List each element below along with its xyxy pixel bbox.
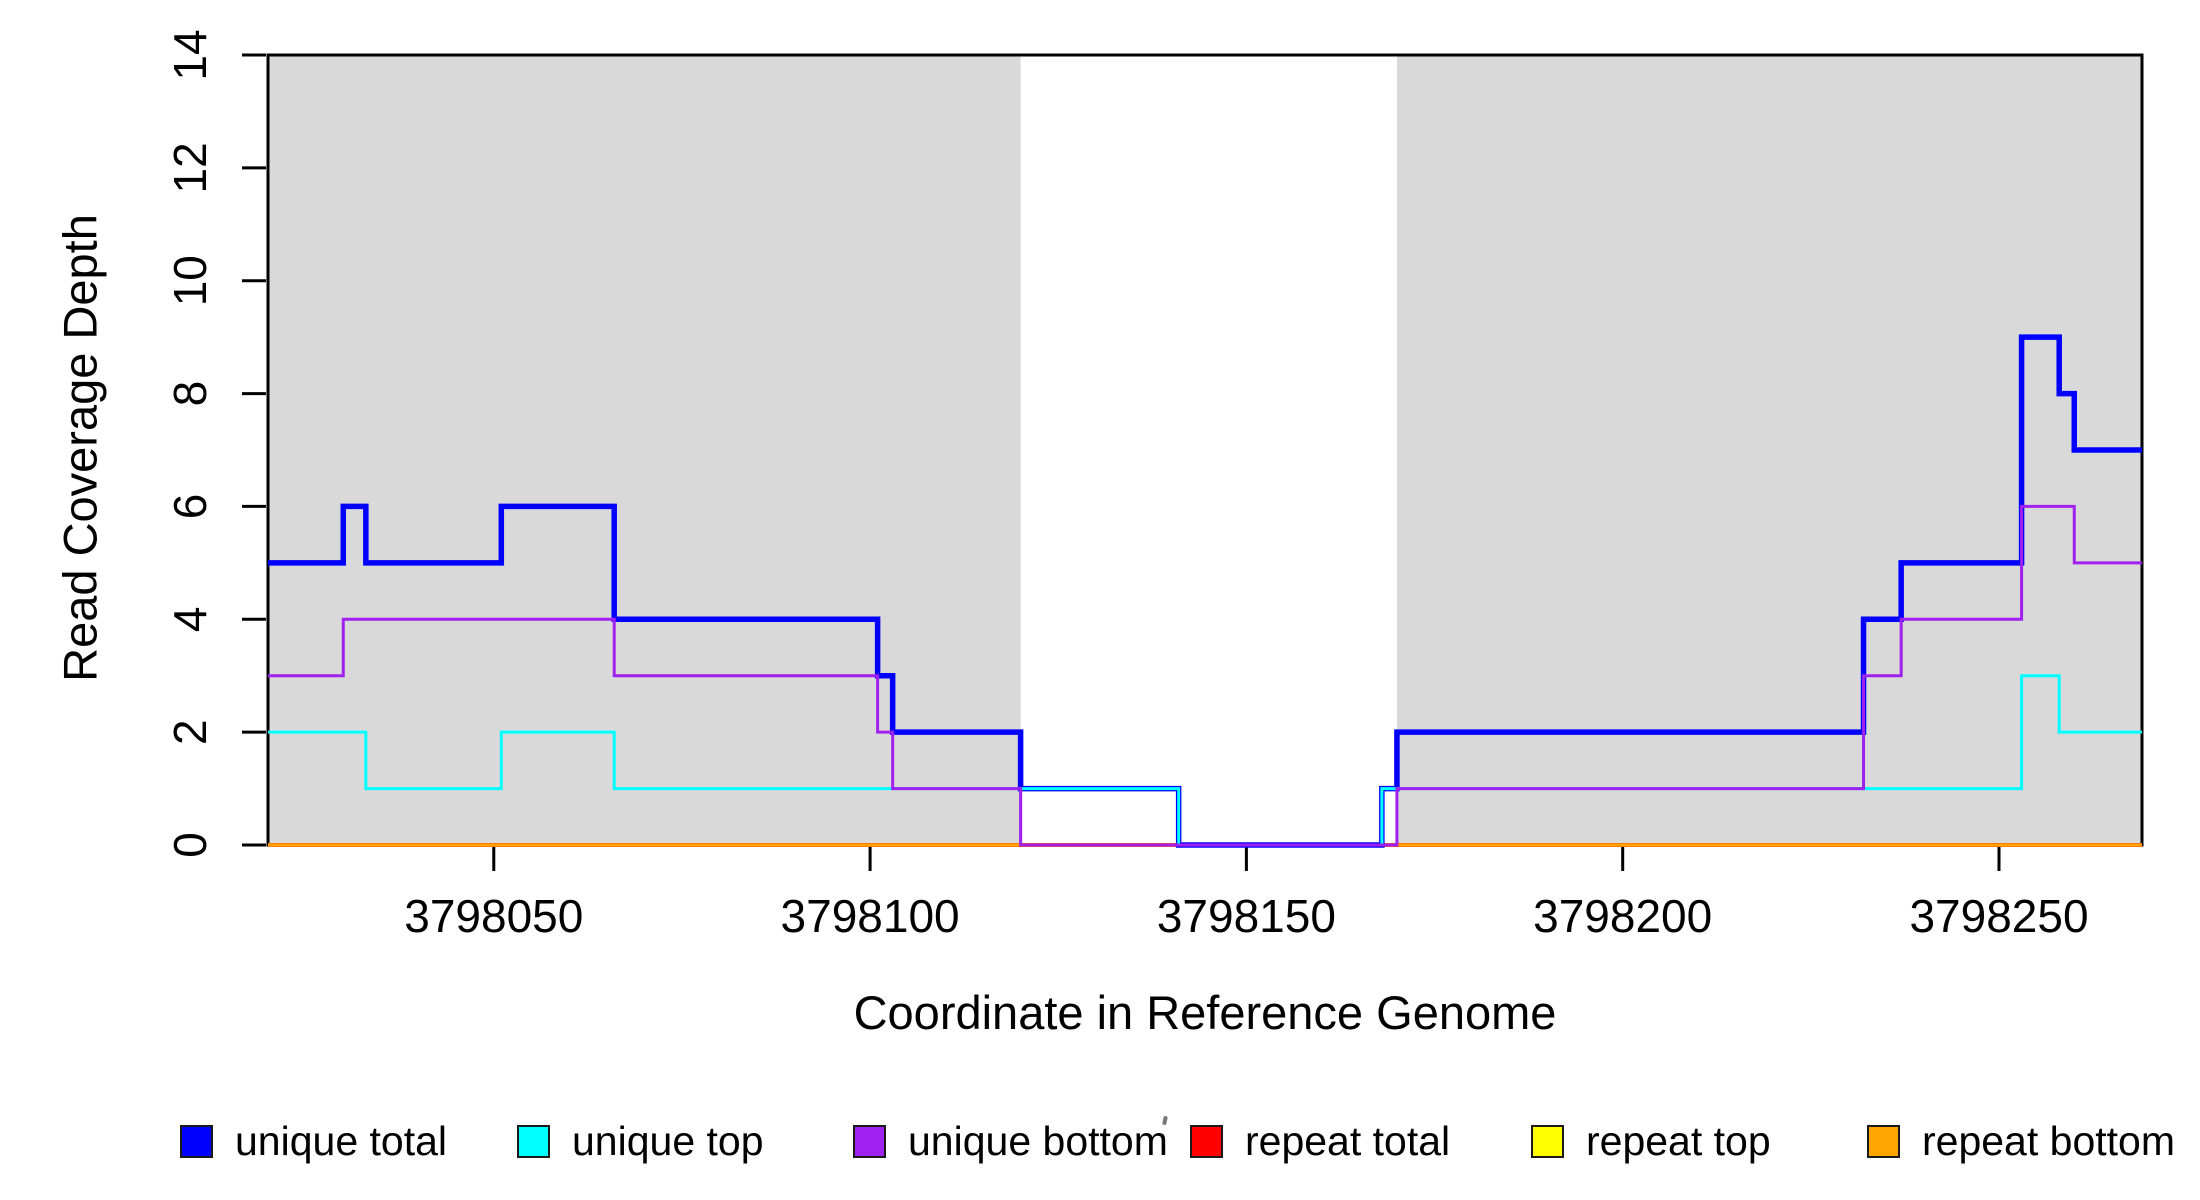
legend-item-repeat-top: repeat top: [1531, 1118, 1771, 1164]
legend-label: repeat total: [1245, 1118, 1451, 1164]
legend-swatch-repeat-bottom: [1867, 1124, 1900, 1158]
legend-label: unique bottom: [908, 1118, 1168, 1164]
y-tick-label: 6: [164, 494, 216, 520]
y-tick-label: 0: [164, 832, 216, 858]
legend-label: repeat bottom: [1922, 1118, 2175, 1164]
x-tick-label: 3798200: [1533, 890, 1712, 942]
legend-label: unique top: [572, 1118, 764, 1164]
legend-item-repeat-bottom: repeat bottom: [1867, 1118, 2175, 1164]
y-axis-title: Read Coverage Depth: [53, 214, 107, 682]
x-tick-label: 3798250: [1909, 890, 2088, 942]
legend-swatch-repeat-top: [1531, 1124, 1564, 1158]
legend-label: repeat top: [1586, 1118, 1771, 1164]
y-tick-label: 8: [164, 381, 216, 407]
legend-swatch-unique-total: [180, 1124, 213, 1158]
shaded-region: [268, 55, 1021, 845]
y-tick-label: 4: [164, 606, 216, 632]
y-tick-label: 2: [164, 719, 216, 745]
x-tick-label: 3798100: [781, 890, 960, 942]
y-tick-label: 14: [164, 29, 216, 80]
legend-item-unique-top: unique top: [517, 1118, 764, 1164]
x-axis-title: Coordinate in Reference Genome: [853, 986, 1557, 1039]
legend-label: unique total: [235, 1118, 448, 1164]
x-tick-label: 3798050: [404, 890, 583, 942]
legend-item-unique-bottom: unique bottom: [853, 1118, 1168, 1164]
series-line-unique-top: [268, 674, 2142, 847]
legend-swatch-unique-top: [517, 1124, 550, 1158]
shaded-region: [1396, 55, 2142, 845]
legend-item-repeat-total: repeat total: [1190, 1118, 1450, 1164]
y-tick-label: 10: [164, 255, 216, 306]
series-line-unique-bottom: [268, 504, 2142, 847]
legend-item-unique-total: unique total: [180, 1118, 447, 1164]
legend-swatch-repeat-total: [1190, 1124, 1223, 1158]
x-tick-label: 3798150: [1157, 890, 1336, 942]
y-tick-label: 12: [164, 142, 216, 193]
legend-swatch-unique-bottom: [853, 1124, 886, 1158]
